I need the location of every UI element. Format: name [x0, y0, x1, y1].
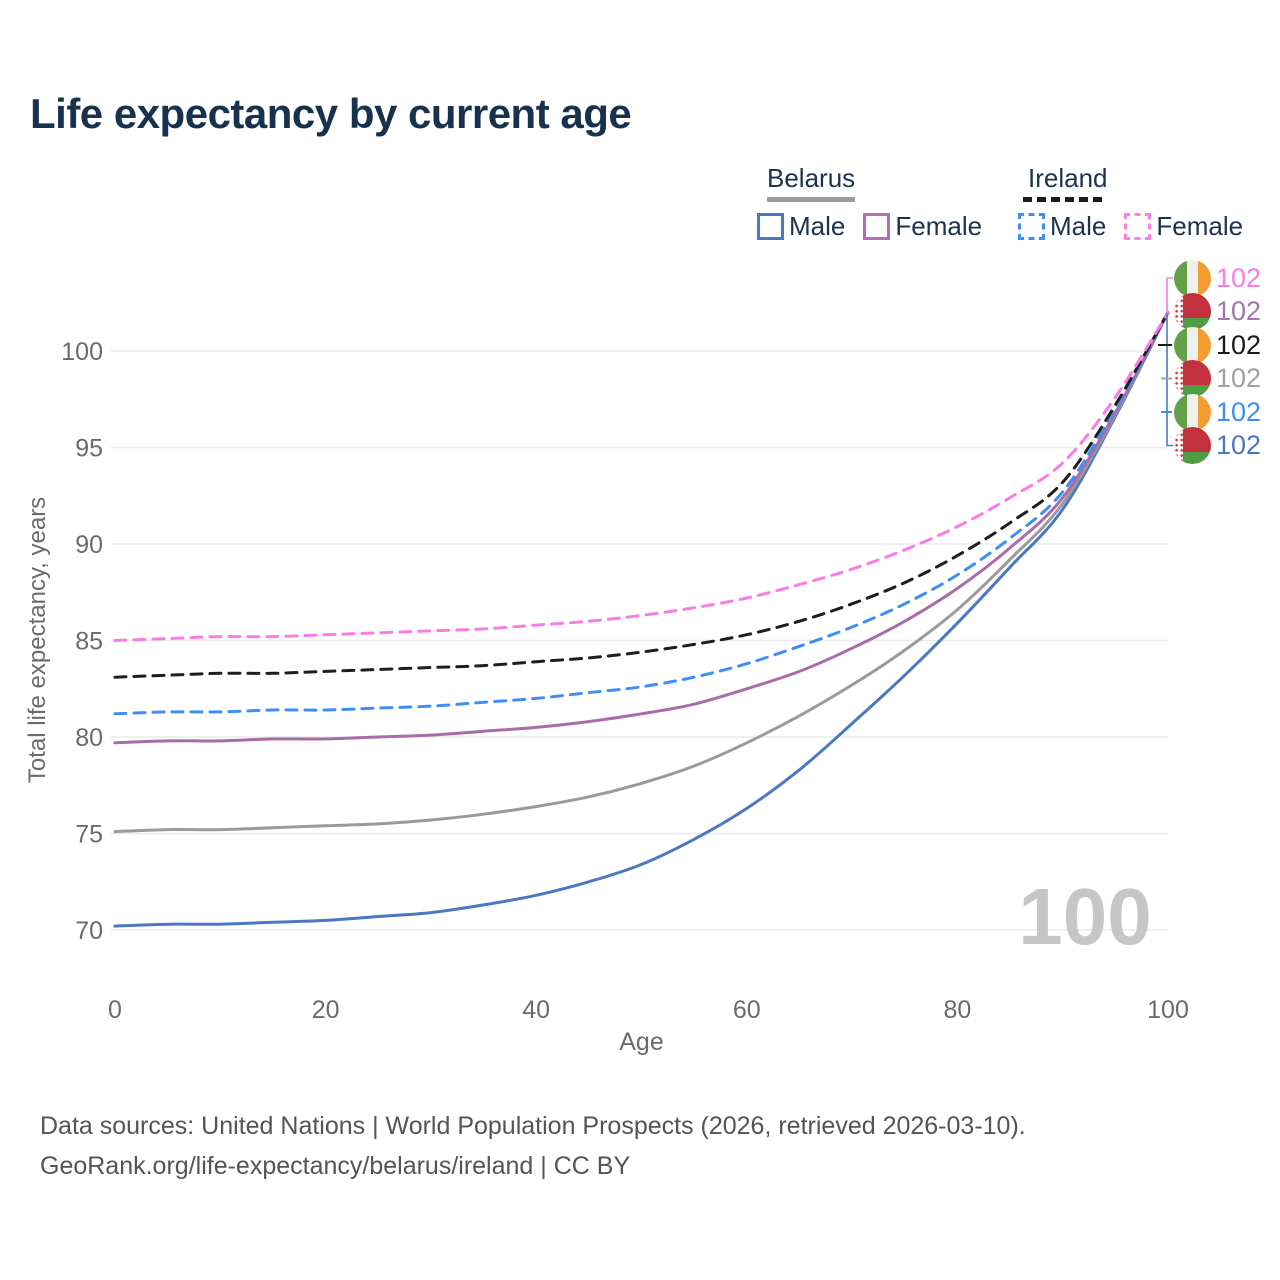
y-tick-label: 75 — [75, 821, 103, 849]
belarus-flag-icon — [1174, 427, 1211, 464]
x-axis-title: Age — [619, 1028, 663, 1056]
end-label-row: 102 — [1174, 394, 1261, 431]
end-label-value: 102 — [1216, 296, 1262, 326]
legend-item-label: Female — [1156, 211, 1244, 241]
y-axis-title: Total life expectancy, years — [24, 497, 51, 783]
legend-item-ireland-female: Female — [1124, 211, 1243, 242]
end-label-row: 102 — [1174, 360, 1261, 397]
end-label-row: 102 — [1174, 327, 1261, 364]
series-line-belarus-female — [113, 310, 1170, 745]
label-connector — [1166, 277, 1173, 311]
x-tick-label: 0 — [108, 996, 122, 1024]
end-label-row: 102 — [1174, 260, 1261, 297]
end-label-value: 102 — [1216, 329, 1262, 360]
legend-country-label: Ireland — [1028, 163, 1108, 193]
x-tick-label: 80 — [943, 996, 971, 1024]
belarus-male-swatch-icon — [757, 213, 784, 240]
end-label-value: 102 — [1216, 396, 1262, 427]
series-line-belarus-male — [113, 310, 1170, 928]
data-source-line: Data sources: United Nations | World Pop… — [40, 1112, 1026, 1140]
legend-country-label: Belarus — [767, 163, 856, 193]
data-source-attribution: Data sources: United Nations | World Pop… — [40, 1106, 1026, 1186]
legend-group-belarus: Belarus Male Female — [757, 163, 1000, 242]
y-tick-label: 80 — [75, 724, 103, 752]
label-connector — [1166, 313, 1173, 447]
legend-item-label: Male — [789, 211, 846, 241]
series-line-ireland-total — [113, 310, 1170, 679]
y-tick-label: 100 — [61, 338, 103, 366]
belarus-flag-icon — [1174, 360, 1211, 397]
ireland-flag-icon — [1174, 260, 1211, 297]
legend-item-belarus-male: Male — [757, 211, 845, 242]
y-tick-label: 90 — [75, 531, 103, 559]
age-watermark: 100 — [1018, 872, 1151, 961]
x-tick-label: 20 — [312, 996, 340, 1024]
ireland-flag-icon — [1174, 327, 1211, 364]
end-label-value: 102 — [1216, 363, 1262, 393]
ireland-female-swatch-icon — [1124, 213, 1152, 240]
belarus-flag-icon — [1174, 293, 1211, 330]
y-tick-label: 95 — [75, 435, 103, 463]
legend-item-label: Male — [1050, 211, 1107, 241]
ireland-flag-icon — [1174, 394, 1211, 431]
belarus-female-swatch-icon — [863, 213, 891, 240]
data-source-line: GeoRank.org/life-expectancy/belarus/irel… — [40, 1152, 631, 1180]
belarus-solid-line-swatch — [767, 197, 855, 202]
x-tick-label: 40 — [522, 996, 550, 1024]
ireland-dashed-line-swatch — [1023, 197, 1103, 202]
legend-group-ireland: Ireland Male Female — [1018, 163, 1261, 242]
series-line-belarus-total — [113, 310, 1170, 834]
ireland-male-swatch-icon — [1018, 213, 1045, 240]
chart-title: Life expectancy by current age — [30, 90, 632, 137]
end-label-row: 102 — [1174, 293, 1261, 330]
y-tick-label: 70 — [75, 917, 103, 945]
legend-item-label: Female — [895, 211, 983, 241]
series-line-ireland-male — [113, 310, 1170, 716]
end-label-value: 102 — [1216, 430, 1262, 460]
series-line-ireland-female — [113, 310, 1170, 642]
legend-item-belarus-female: Female — [863, 211, 982, 242]
legend-item-ireland-male: Male — [1018, 211, 1106, 242]
x-tick-label: 100 — [1147, 996, 1189, 1024]
y-tick-label: 85 — [75, 628, 103, 656]
end-label-row: 102 — [1174, 427, 1261, 464]
end-label-value: 102 — [1216, 262, 1262, 293]
x-tick-label: 60 — [733, 996, 761, 1024]
